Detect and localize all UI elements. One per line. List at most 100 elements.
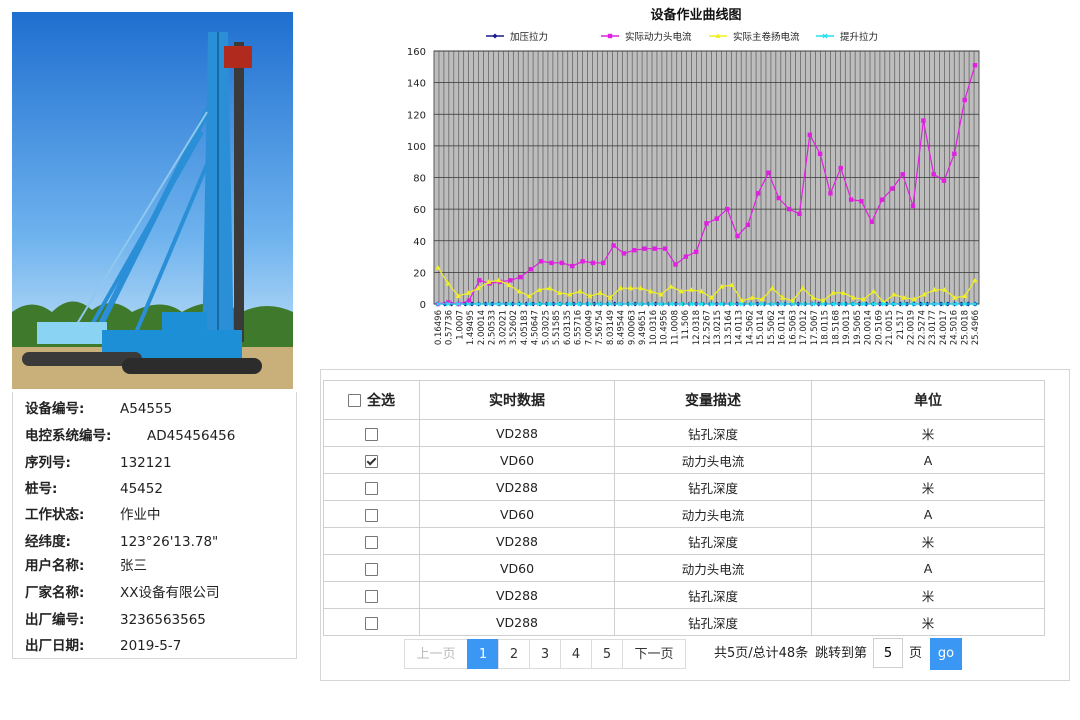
row-select-cell[interactable] [323,500,420,528]
row-select-cell[interactable] [323,527,420,555]
page-button-1[interactable]: 1 [467,639,499,669]
data-point [668,301,674,307]
info-factory-no: 出厂编号: 3236563565 [25,612,206,628]
jump-page-input[interactable] [873,638,903,668]
row-unit: 米 [811,608,1045,636]
row-select-cell[interactable] [323,446,420,474]
row-description: 钻孔深度 [614,608,812,636]
prev-page-button[interactable]: 上一页 [404,639,468,669]
chart-title: 设备作业曲线图 [650,7,741,23]
row-realtime-code: VD288 [419,608,615,636]
row-select-cell[interactable] [323,608,420,636]
data-point [648,288,654,294]
data-point [962,293,968,299]
row-checkbox[interactable] [365,481,378,495]
data-point [678,301,684,307]
go-button[interactable]: go [930,638,962,670]
data-point [739,301,745,307]
series-3 [435,301,978,307]
data-point [496,301,502,307]
row-realtime-code: VD288 [419,419,615,447]
data-point [861,301,866,307]
page-button-4[interactable]: 4 [560,639,592,669]
page-button-2[interactable]: 2 [498,639,530,669]
row-description: 动力头电流 [614,500,812,528]
info-pile-no: 桩号: 45452 [25,481,163,497]
info-control-system-no: 电控系统编号: AD45456456 [25,428,236,444]
data-point [941,178,947,183]
data-point [567,301,573,307]
data-point [859,199,864,204]
x-tick-label: 0.57736 [445,310,455,345]
row-realtime-code: VD60 [419,554,615,582]
page-button-3[interactable]: 3 [529,639,561,669]
data-point [704,221,709,226]
data-point [879,197,885,202]
x-tick-label: 1.0007 [455,310,465,340]
jump-label: 跳转到第 [815,646,868,661]
row-checkbox[interactable] [365,616,378,630]
x-tick-label: 4.05183 [520,310,530,345]
x-tick-label: 13.0215 [713,310,723,345]
x-tick-label: 8.49544 [617,310,627,345]
row-description: 钻孔深度 [614,581,812,609]
data-point [972,301,978,307]
data-point [617,285,623,291]
row-checkbox[interactable] [365,454,378,468]
select-all-cell[interactable]: 全选 [323,380,420,420]
data-point [972,277,978,283]
data-point [526,301,532,307]
row-checkbox[interactable] [365,562,378,576]
row-select-cell[interactable] [323,581,420,609]
x-tick-label: 9.49651 [638,310,648,345]
row-checkbox[interactable] [365,508,378,522]
row-checkbox[interactable] [365,535,378,549]
x-tick-label: 12.0318 [692,310,702,345]
data-point [617,301,623,307]
data-point [871,288,877,294]
data-point [492,33,498,39]
row-select-cell[interactable] [323,419,420,447]
page-button-5[interactable]: 5 [591,639,623,669]
data-point [719,283,725,289]
select-all-checkbox[interactable] [348,393,361,407]
row-select-cell[interactable] [323,473,420,501]
machine-photo [12,12,293,389]
data-point [688,286,694,292]
row-checkbox[interactable] [365,427,378,441]
data-point [445,301,451,307]
data-point [952,151,957,156]
series-2 [435,264,978,305]
data-point [526,293,532,299]
next-page-button[interactable]: 下一页 [622,639,686,669]
data-point [822,33,828,39]
x-tick-label: 25.4966 [971,310,981,345]
x-tick-label: 20.5169 [874,310,884,345]
data-point [800,285,806,291]
x-tick-label: 6.55716 [574,310,584,345]
row-checkbox[interactable] [365,589,378,603]
x-tick-label: 25.0018 [960,310,970,345]
x-tick-label: 13.5164 [724,310,734,345]
data-point [648,301,654,307]
variable-table: 全选 实时数据 变量描述 单位 VD288 钻孔深度米 VD60 动力头电流 A VD28… [323,380,1045,636]
data-point [668,283,674,289]
x-tick-label: 24.0017 [939,310,949,345]
data-point [516,288,522,294]
chart-plot-area: 0 20 40 60 80 100 120 140 160 0.16496 0.57736 1.000… [407,47,981,345]
x-tick-label: 3.02021 [498,310,508,345]
data-point [597,290,603,295]
data-point [952,294,958,300]
data-point [549,260,554,266]
data-point [688,301,694,307]
row-unit: A [811,446,1045,474]
x-tick-label: 18.0115 [821,310,831,345]
table-row: VD288 钻孔深度米 [323,527,1045,555]
y-tick-label: 120 [407,110,426,121]
data-point [496,277,502,283]
data-point [840,290,846,295]
row-select-cell[interactable] [323,554,420,582]
y-tick-label: 80 [413,174,426,185]
data-point [597,301,603,307]
x-tick-label: 19.5065 [853,310,863,345]
